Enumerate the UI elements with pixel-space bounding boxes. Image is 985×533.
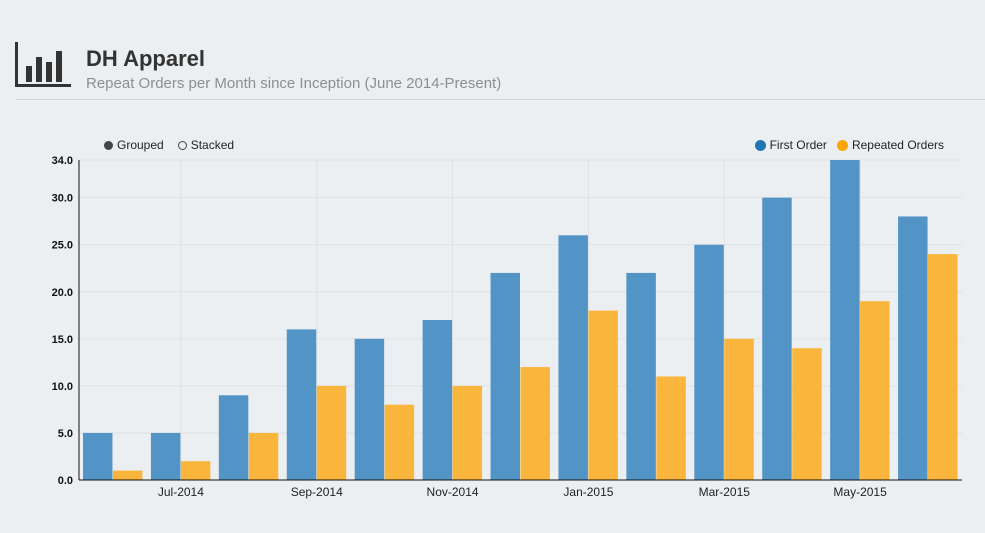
x-tick-label: Mar-2015 [699, 485, 751, 499]
bar[interactable] [656, 376, 686, 480]
stacked-radio-icon[interactable] [177, 140, 187, 150]
bar[interactable] [898, 216, 928, 480]
legend-item-first-order[interactable]: First Order [754, 138, 827, 152]
bar[interactable] [150, 432, 181, 480]
stacked-option[interactable]: Stacked [177, 138, 235, 152]
grouped-option[interactable]: Grouped [104, 138, 164, 152]
bar[interactable] [792, 348, 822, 480]
bar[interactable] [588, 310, 618, 480]
bar[interactable] [452, 385, 483, 480]
bar[interactable] [83, 432, 113, 480]
bar[interactable] [248, 432, 279, 480]
legend-label-repeated-orders: Repeated Orders [851, 138, 944, 152]
y-tick-label: 10.0 [52, 381, 73, 393]
legend-dot-repeated-orders[interactable] [836, 139, 848, 151]
page-subtitle: Repeat Orders per Month since Inception … [86, 75, 502, 92]
bar-chart-icon [15, 42, 71, 87]
x-tick-label: Jul-2014 [158, 485, 204, 499]
grouped-radio-icon[interactable] [104, 140, 113, 150]
y-tick-label: 5.0 [58, 428, 73, 440]
stacked-label: Stacked [190, 138, 235, 152]
grouped-label: Grouped [117, 138, 164, 152]
bar[interactable] [384, 404, 415, 480]
bar[interactable] [180, 461, 211, 480]
y-tick-label: 25.0 [52, 240, 73, 252]
chart-mode-controls: Grouped Stacked [104, 138, 234, 152]
y-tick-label: 20.0 [52, 287, 73, 299]
bar[interactable] [218, 395, 249, 480]
bar[interactable] [694, 244, 724, 480]
bar[interactable] [520, 367, 550, 480]
bar[interactable] [286, 329, 317, 480]
bar[interactable] [626, 272, 656, 480]
x-tick-label: Nov-2014 [427, 485, 479, 499]
series-repeated-orders [112, 254, 958, 480]
page-title: DH Apparel [86, 46, 205, 71]
y-tick-label: 34.0 [52, 155, 73, 167]
legend-item-repeated-orders[interactable]: Repeated Orders [836, 138, 944, 152]
bar[interactable] [354, 338, 385, 480]
y-tick-label: 15.0 [52, 334, 73, 346]
chart-legend: First Order Repeated Orders [754, 138, 944, 152]
bar[interactable] [316, 385, 347, 480]
bar[interactable] [422, 320, 453, 480]
series-first-order [83, 160, 928, 480]
bar[interactable] [762, 197, 792, 480]
x-tick-label: Sep-2014 [291, 485, 343, 499]
y-tick-label: 0.0 [58, 475, 73, 487]
legend-dot-first-order[interactable] [754, 139, 766, 151]
y-tick-label: 30.0 [52, 193, 73, 205]
bar[interactable] [860, 301, 890, 480]
header-divider [16, 99, 985, 100]
x-tick-label: Jan-2015 [563, 485, 613, 499]
bar[interactable] [928, 254, 958, 480]
x-tick-label: May-2015 [833, 485, 887, 499]
header: DH Apparel Repeat Orders per Month since… [0, 0, 985, 100]
bar[interactable] [724, 338, 754, 480]
bar[interactable] [830, 160, 860, 480]
bar[interactable] [112, 470, 143, 480]
legend-label-first-order: First Order [769, 138, 827, 152]
bar[interactable] [558, 235, 588, 480]
bar[interactable] [490, 272, 520, 480]
